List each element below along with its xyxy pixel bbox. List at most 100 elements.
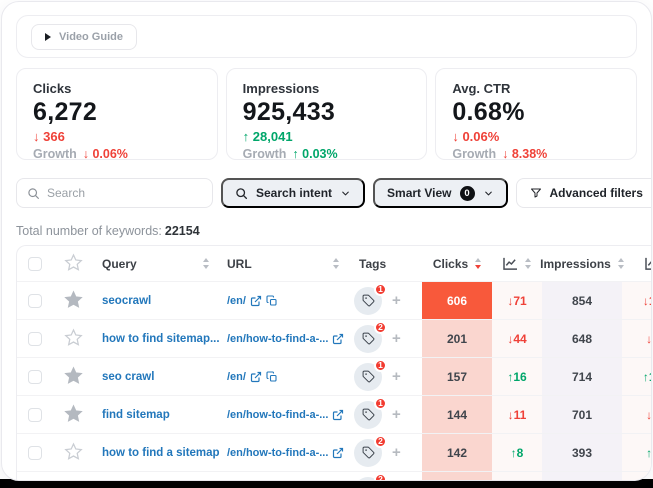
add-tag-button[interactable]: + (392, 444, 401, 461)
tag-button[interactable]: 1 (354, 358, 387, 391)
tag-icon (362, 294, 374, 307)
url-link[interactable]: /en/ (227, 294, 246, 307)
query-link[interactable]: seocrawl (102, 294, 152, 307)
star-icon[interactable] (63, 289, 83, 312)
stat-title: Clicks (33, 81, 72, 96)
stat-card-impressions: Impressions 925,433 ↑ 28,041 Growth ↑ 0.… (225, 68, 428, 161)
play-icon (45, 32, 51, 41)
column-header-impressions-trend[interactable] (622, 246, 651, 281)
growth-value: ↓ 8.38% (502, 147, 548, 161)
external-link-icon[interactable] (332, 447, 344, 459)
table-row: how to find a sitemap /en/how-to-find-a-… (17, 433, 651, 471)
query-link[interactable]: find sitemap (102, 408, 170, 421)
query-link[interactable]: how to find sitemap... (102, 332, 220, 345)
external-link-icon[interactable] (332, 409, 344, 421)
table-row: seocrawl /en/ 1 + 606 ↓71 854 ↓12 (17, 281, 651, 319)
external-link-icon[interactable] (250, 371, 262, 383)
search-icon (28, 187, 39, 199)
sort-icon[interactable] (475, 258, 482, 269)
column-header-tags: Tags (359, 256, 387, 271)
impressions-delta: ↓12 (642, 293, 651, 308)
tag-button[interactable]: 2 (354, 472, 387, 480)
query-link[interactable]: seo crawl (102, 370, 155, 383)
search-intent-label: Search intent (256, 186, 333, 200)
stat-growth: Growth ↓ 0.06% (33, 147, 201, 161)
star-icon[interactable] (63, 403, 83, 426)
row-checkbox[interactable] (28, 445, 42, 460)
total-keywords-count: 22154 (164, 224, 200, 238)
advanced-filters-button[interactable]: Advanced filters 0 (515, 178, 651, 208)
tag-count-badge: 1 (374, 282, 387, 296)
url-link[interactable]: /en/how-to-find-a-... (227, 332, 329, 345)
column-header-clicks-trend[interactable] (492, 246, 542, 281)
total-keywords-label: Total number of keywords: (16, 224, 162, 238)
add-tag-button[interactable]: + (392, 368, 401, 385)
video-guide-button[interactable]: Video Guide (31, 23, 137, 50)
sort-icon[interactable] (333, 258, 339, 269)
row-checkbox[interactable] (28, 407, 42, 422)
url-link[interactable]: /en/how-to-find-a-... (227, 408, 329, 421)
impressions-delta: ↑14 (642, 369, 651, 384)
growth-label: Growth (242, 147, 287, 161)
table-row: seo crawl /en/ 1 + 157 ↑16 714 ↑14 (17, 357, 651, 395)
total-keywords: Total number of keywords: 22154 (16, 224, 637, 238)
add-tag-button[interactable]: + (392, 292, 401, 309)
impressions-delta: ↓8 (646, 407, 652, 422)
row-checkbox[interactable] (28, 331, 42, 346)
tag-button[interactable]: 1 (354, 282, 387, 315)
url-link[interactable]: /en/ (227, 370, 246, 383)
clicks-delta: ↑16 (507, 369, 527, 384)
row-checkbox[interactable] (28, 369, 42, 384)
select-all-checkbox[interactable] (28, 256, 42, 271)
add-tag-button[interactable]: + (392, 406, 401, 423)
stat-growth: Growth ↓ 8.38% (452, 147, 620, 161)
search-intent-dropdown[interactable]: Search intent (221, 178, 366, 208)
advanced-filters-label: Advanced filters (549, 186, 643, 200)
column-header-url[interactable]: URL (217, 246, 347, 281)
tag-button[interactable]: 2 (354, 434, 387, 467)
search-input[interactable] (47, 186, 202, 200)
search-box (16, 178, 213, 208)
clicks-delta: ↓11 (507, 407, 527, 422)
sort-icon[interactable] (525, 258, 531, 269)
star-icon (63, 252, 83, 275)
clicks-cell: 144 (422, 396, 492, 433)
star-icon[interactable] (63, 327, 83, 350)
stat-growth: Growth ↑ 0.03% (243, 147, 411, 161)
chevron-down-icon (484, 191, 492, 195)
query-link[interactable]: how to find a sitemap (102, 446, 220, 459)
clicks-cell: 157 (422, 358, 492, 395)
tag-button[interactable]: 1 (354, 396, 387, 429)
sort-icon[interactable] (203, 258, 209, 269)
table-row: how to find sitemap... /en/how-to-find-a… (17, 319, 652, 357)
clicks-cell (422, 472, 492, 480)
stat-value: 0.68% (452, 98, 525, 126)
copy-icon[interactable] (266, 294, 278, 307)
impressions-delta: ↓5 (646, 331, 652, 346)
star-icon[interactable] (64, 479, 83, 480)
star-icon[interactable] (63, 365, 83, 388)
add-tag-button[interactable]: + (392, 330, 401, 347)
clicks-delta: ↓71 (507, 293, 527, 308)
impressions-cell: 854 (542, 282, 622, 319)
column-header-clicks[interactable]: Clicks (422, 246, 492, 281)
external-link-icon[interactable] (332, 333, 344, 345)
copy-icon[interactable] (266, 370, 278, 383)
sort-icon[interactable] (617, 258, 624, 269)
smart-view-label: Smart View (387, 186, 452, 200)
external-link-icon[interactable] (250, 295, 262, 307)
url-link[interactable]: /en/how-to-find-a-... (227, 446, 329, 459)
impressions-cell: 714 (542, 358, 622, 395)
row-checkbox[interactable] (28, 293, 42, 308)
tag-count-badge: 2 (374, 472, 387, 480)
impressions-cell: 648 (542, 320, 622, 357)
line-chart-icon (503, 257, 517, 270)
table-header: Query URL Tags Clicks Impressions (17, 246, 651, 281)
tag-button[interactable]: 2 (354, 320, 387, 353)
video-guide-banner: Video Guide (16, 15, 637, 58)
column-header-impressions[interactable]: Impressions (540, 246, 624, 281)
star-icon[interactable] (63, 441, 83, 464)
smart-view-dropdown[interactable]: Smart View 0 (373, 178, 508, 208)
column-header-query[interactable]: Query (93, 246, 217, 281)
